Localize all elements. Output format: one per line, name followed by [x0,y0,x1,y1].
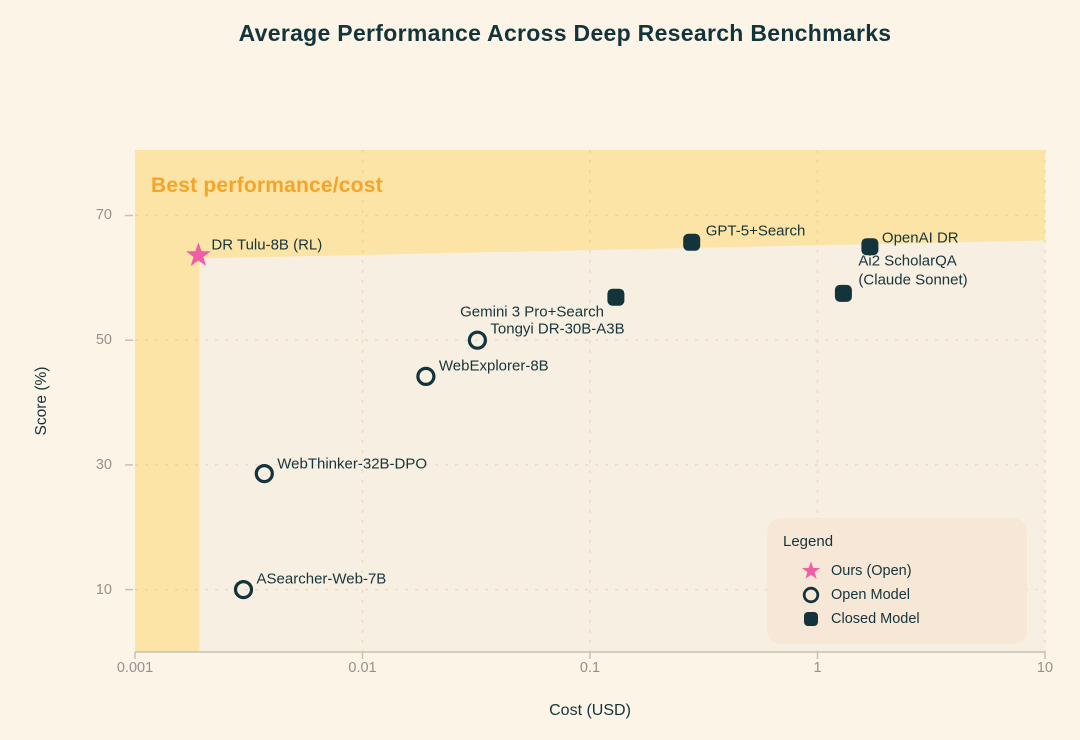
legend: Legend Ours (Open) Open Model Closed Model [767,518,1027,644]
marker-circle-tongyi-dr-30b-a3b [467,330,487,350]
x-tick-label-0.001: 0.001 [116,660,154,676]
legend-square-icon [804,612,818,626]
marker-square-gpt-5-search [683,233,701,251]
x-axis-tick-labels: 0.001 0.01 0.1 1 10 [117,660,1053,680]
x-tick-label-0.01: 0.01 [348,660,377,676]
legend-item-ours-open: Ours (Open) [801,559,1011,583]
legend-item-label: Ours (Open) [831,563,912,579]
legend-items: Ours (Open) Open Model Closed Model [783,559,1011,631]
marker-circle-asearcher-web-7b [233,580,254,600]
marker-square-ai2-scholarqa-claude-sonnet [834,284,852,302]
legend-title: Legend [783,533,834,550]
marker-star-dr-tulu-8b-rl [186,242,211,266]
y-tick-label-50: 50 [95,332,112,349]
marker-square-gemini-3-pro-search [607,288,625,306]
legend-circle-icon [802,586,820,604]
y-tick-label-10: 10 [95,581,112,598]
x-tick-label-10: 10 [1036,660,1054,676]
marker-square-openai-dr [861,238,879,256]
chart-title: Average Performance Across Deep Research… [238,20,892,46]
y-tick-label-70: 70 [95,207,112,224]
legend-item-label: Open Model [831,587,910,603]
marker-circle-webthinker-32b-dpo [254,464,274,484]
x-axis-title: Cost (USD) [549,702,631,719]
y-tick-label-30: 30 [95,456,112,473]
x-tick-label-0.1: 0.1 [579,660,601,676]
legend-item-open-model: Open Model [801,583,1011,607]
plot-canvas [125,150,1046,659]
legend-item-closed-model: Closed Model [801,607,1011,631]
plot-area: Best performance/cost DR Tulu-8B (RL) Web… [125,150,1046,659]
marker-circle-webexplorer-8b [416,366,436,386]
best-performance-annotation: Best performance/cost [151,174,383,197]
best-performance-band [135,150,1045,652]
legend-star-icon [801,561,821,579]
legend-item-label: Closed Model [831,611,920,627]
y-axis-tick-labels: 10 30 50 70 [0,150,112,652]
x-tick-label-1: 1 [813,660,822,676]
